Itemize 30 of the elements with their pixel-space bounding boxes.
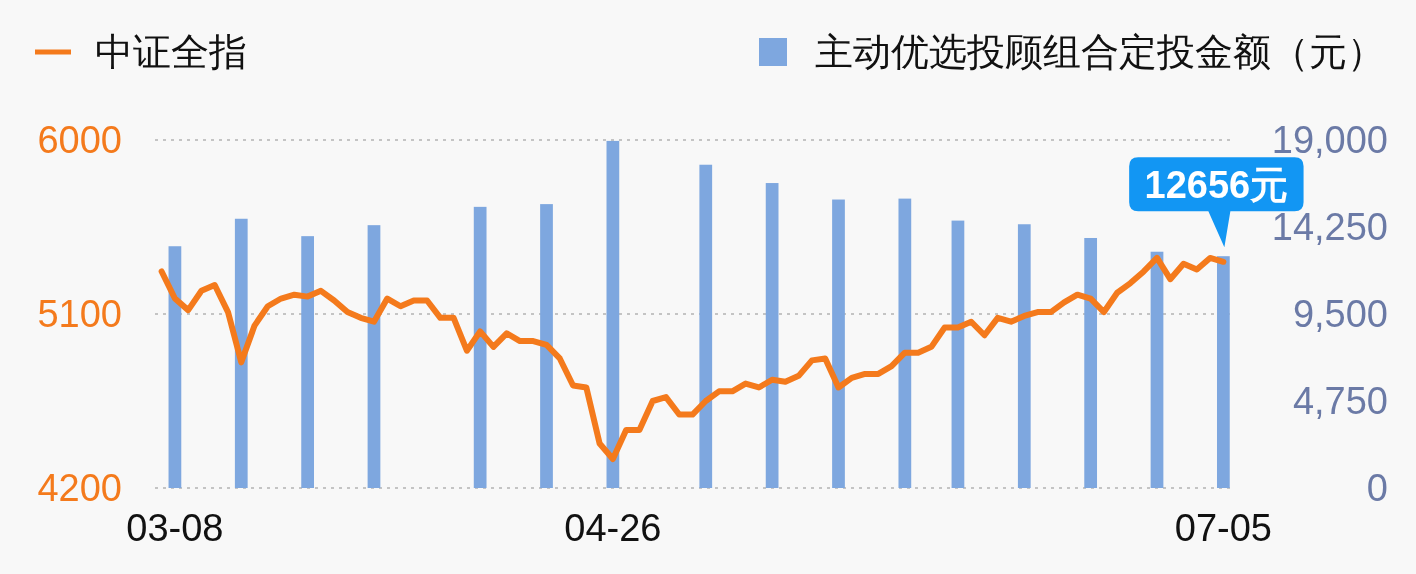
bar (951, 220, 965, 488)
bar (1017, 224, 1031, 488)
x-tick-label: 03-08 (126, 507, 224, 549)
bar (367, 225, 381, 488)
bar (606, 140, 620, 488)
y-tick-label: 6000 (37, 119, 122, 161)
y2-tick-label: 9,500 (1292, 293, 1388, 335)
bar (765, 183, 779, 488)
bar (168, 246, 182, 488)
bar (1084, 237, 1098, 488)
bar (1216, 256, 1230, 488)
y2-tick-label: 19,000 (1271, 119, 1388, 161)
legend-label: 主动优选投顾组合定投金额（元） (815, 31, 1385, 73)
data-label: 12656元 (1144, 164, 1289, 207)
bar (898, 198, 912, 488)
x-tick-label: 07-05 (1174, 507, 1272, 549)
y2-tick-label: 14,250 (1271, 206, 1388, 248)
bar (301, 236, 314, 488)
bar (473, 206, 487, 488)
y2-tick-label: 4,750 (1292, 380, 1388, 422)
y-tick-label: 4200 (37, 467, 122, 509)
y-tick-label: 5100 (37, 293, 122, 335)
bar (699, 164, 713, 488)
legend-label: 中证全指 (95, 31, 247, 73)
x-tick-label: 04-26 (564, 507, 662, 549)
y2-tick-label: 0 (1366, 467, 1388, 509)
bar (1150, 251, 1164, 488)
bar (832, 199, 845, 488)
bar (540, 204, 553, 488)
bar (234, 218, 248, 488)
